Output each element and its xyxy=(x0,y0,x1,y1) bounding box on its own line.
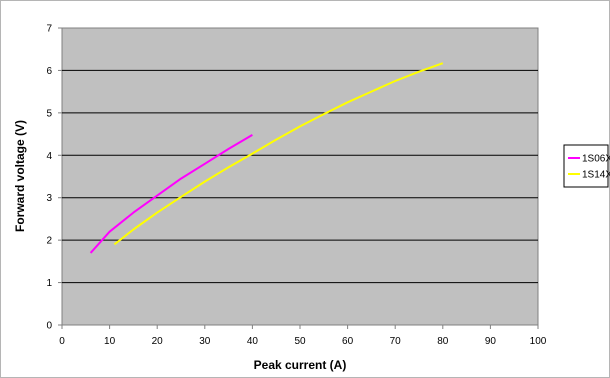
legend-label: 1S06X xyxy=(582,154,610,165)
x-tick-label: 50 xyxy=(294,336,306,347)
gridlines xyxy=(62,69,538,284)
x-tick-label: 20 xyxy=(152,336,164,347)
y-tick-label: 2 xyxy=(46,236,52,247)
x-tick-label: 0 xyxy=(59,336,65,347)
legend-label: 1S14X xyxy=(582,170,610,181)
y-tick-label: 1 xyxy=(46,278,52,289)
x-tick-label: 80 xyxy=(437,336,449,347)
plot-area xyxy=(61,27,539,326)
y-tick-label: 6 xyxy=(46,66,52,77)
x-axis-ticks: 0 10 20 30 40 50 60 70 80 90 100 xyxy=(59,325,547,347)
x-axis-title: Peak current (A) xyxy=(254,358,347,372)
y-tick-label: 0 xyxy=(46,321,52,332)
x-tick-label: 30 xyxy=(199,336,211,347)
x-tick-label: 70 xyxy=(390,336,402,347)
x-tick-label: 90 xyxy=(485,336,497,347)
y-tick-label: 5 xyxy=(46,108,52,119)
y-axis-ticks: 0 1 2 3 4 5 6 7 xyxy=(46,24,62,332)
x-tick-label: 100 xyxy=(530,336,547,347)
series-line-1s14x xyxy=(113,62,444,246)
y-tick-label: 3 xyxy=(46,193,52,204)
y-tick-label: 4 xyxy=(46,151,52,162)
legend: 1S06X 1S14X xyxy=(563,144,610,188)
y-tick-label: 7 xyxy=(46,24,52,35)
x-tick-label: 40 xyxy=(247,336,259,347)
series-lines xyxy=(89,62,444,254)
x-tick-label: 10 xyxy=(104,336,116,347)
legend-box xyxy=(563,144,609,188)
x-tick-label: 60 xyxy=(342,336,354,347)
y-axis-title: Forward voltage (V) xyxy=(13,120,27,232)
series-line-1s06x xyxy=(89,134,253,254)
